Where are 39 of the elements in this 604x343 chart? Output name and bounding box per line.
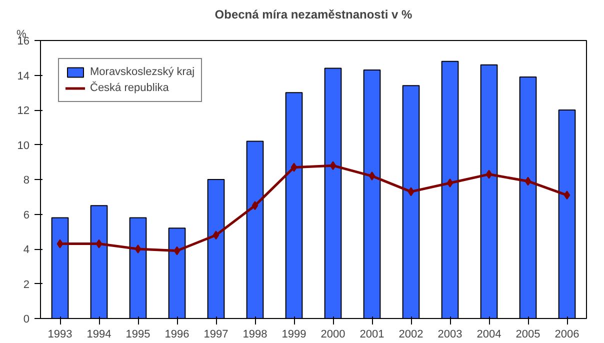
- y-tick-label: 6: [23, 209, 30, 222]
- x-tick-label: 2005: [516, 328, 540, 340]
- x-tick-label: 1998: [242, 328, 268, 340]
- x-tick-label: 2002: [398, 328, 424, 340]
- legend-label: Česká republika: [90, 81, 169, 95]
- y-tick-label: 12: [17, 105, 30, 117]
- point: [330, 161, 336, 170]
- point: [446, 178, 454, 188]
- point: [524, 176, 532, 186]
- y-tick-label: 2: [23, 278, 30, 291]
- legend-label: Moravskoslezský kraj: [90, 65, 195, 79]
- y-tick-label: 0: [23, 314, 30, 326]
- y-tick-label: 10: [17, 140, 30, 152]
- point: [96, 239, 102, 248]
- point: [56, 239, 64, 248]
- x-tick-label: 1994: [86, 328, 112, 340]
- point: [174, 246, 180, 256]
- point: [368, 172, 376, 181]
- x-tick-label: 1997: [204, 328, 228, 340]
- chart-title: Obecná míra nezaměstnanosti v %: [214, 8, 413, 22]
- x-tick-label: 2000: [320, 328, 346, 340]
- point: [252, 201, 258, 210]
- point: [290, 162, 298, 172]
- point: [212, 230, 220, 240]
- x-tick-label: 1996: [164, 328, 190, 340]
- x-tick-label: 2004: [476, 328, 502, 340]
- x-tick-label: 1995: [126, 328, 150, 340]
- y-tick-label: 4: [23, 244, 30, 256]
- x-tick-label: 1999: [282, 328, 306, 340]
- point: [564, 190, 570, 200]
- x-tick-label: 2001: [360, 328, 384, 340]
- x-tick-label: 2003: [438, 328, 462, 340]
- point: [486, 170, 492, 179]
- y-tick-label: 8: [23, 174, 30, 186]
- point: [134, 244, 142, 254]
- x-tick-label: 1993: [48, 328, 72, 340]
- y-tick-label: 14: [17, 70, 30, 82]
- point: [408, 187, 414, 196]
- x-tick-label: 2006: [554, 328, 580, 340]
